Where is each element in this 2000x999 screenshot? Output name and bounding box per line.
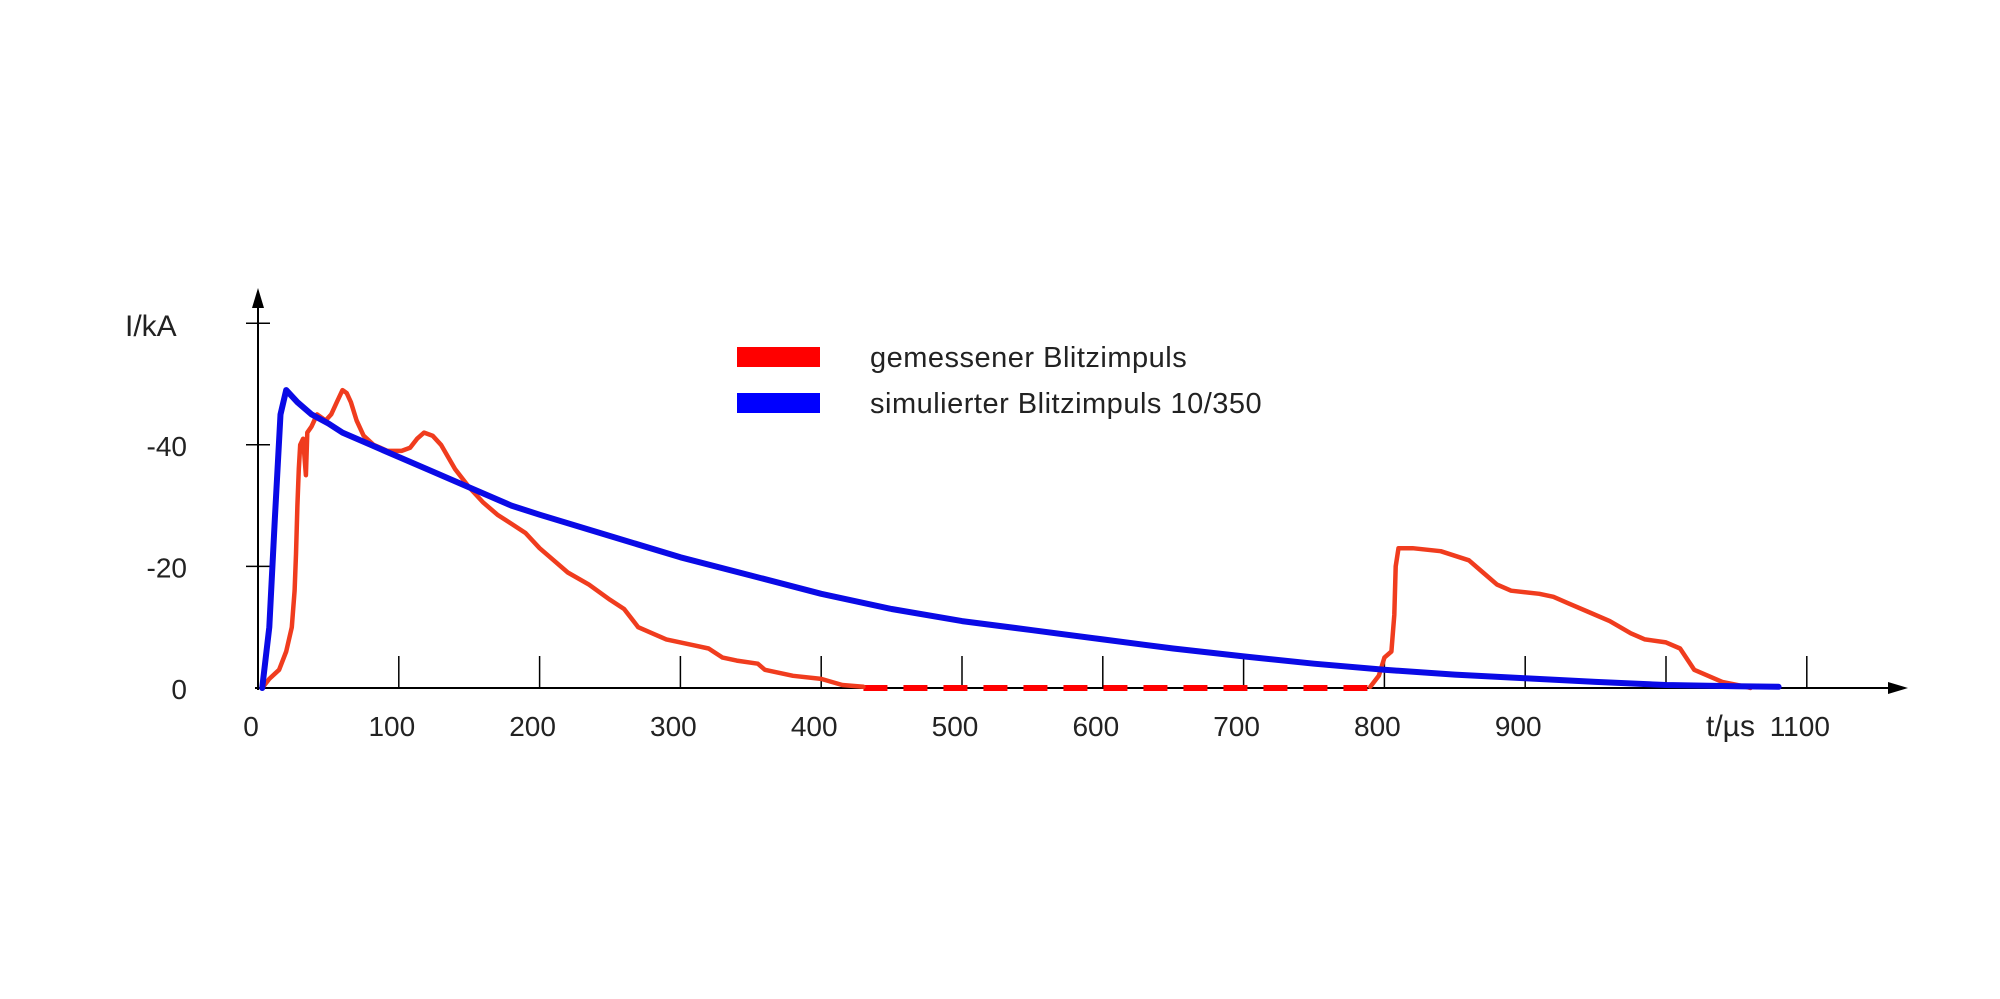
series-line-measured-2: [1368, 545, 1753, 691]
y-tick-label: -20: [147, 552, 187, 583]
x-tick-label: 500: [932, 711, 979, 742]
x-tick-label: 200: [509, 711, 556, 742]
legend-swatch: [737, 393, 820, 413]
x-axis-arrow-icon: [1888, 682, 1908, 694]
y-tick-label: -40: [147, 431, 187, 462]
x-tick-label: 900: [1495, 711, 1542, 742]
y-tick-label: 0: [171, 674, 187, 705]
series: [259, 387, 1782, 691]
ticks: [246, 322, 1808, 688]
x-axis-label: t/µs: [1706, 710, 1755, 743]
series-line-measured-1: [259, 387, 866, 691]
x-tick-label: 400: [791, 711, 838, 742]
legend-label: simulierter Blitzimpuls 10/350: [870, 388, 1262, 420]
x-tick-label: 1100: [1770, 711, 1830, 742]
legend: gemessener Blitzimpuls simulierter Blitzi…: [737, 342, 1262, 420]
y-axis-arrow-icon: [252, 288, 264, 308]
legend-swatch: [737, 347, 820, 367]
x-tick-label: 100: [368, 711, 415, 742]
x-tick-label: 0: [243, 711, 259, 742]
x-tick-label: 800: [1354, 711, 1401, 742]
legend-label: gemessener Blitzimpuls: [870, 342, 1187, 374]
tick-labels: 0 100 200 300 400 500 600 700 800 900 1100 0 -20 -40: [147, 431, 1830, 742]
y-axis-label: I/kA: [125, 310, 177, 343]
x-tick-label: 300: [650, 711, 697, 742]
series-line-simulated: [259, 387, 1782, 691]
x-tick-label: 600: [1072, 711, 1119, 742]
x-tick-label: 700: [1213, 711, 1260, 742]
